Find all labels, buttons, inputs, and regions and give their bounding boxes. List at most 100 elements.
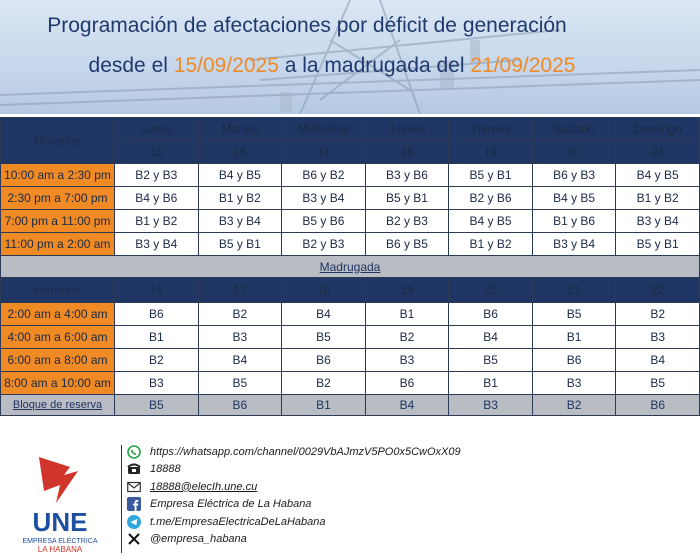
svg-text:UNE: UNE: [33, 507, 88, 537]
block-cell: B6: [448, 302, 533, 326]
day-number: 21: [615, 140, 700, 164]
madrugada-row: 2:00 am a 4:00 am B6 B2 B4 B1 B6 B5 B2: [0, 302, 700, 326]
block-cell: B1 y B6: [531, 209, 617, 233]
title-prefix: desde el: [88, 54, 168, 77]
block-cell: B5 y B6: [281, 209, 366, 233]
block-cell: B4: [281, 302, 366, 326]
block-cell: B1 y B2: [615, 186, 700, 210]
block-cell: B2: [114, 348, 199, 372]
contact-telegram[interactable]: t.me/EmpresaElectricaDeLaHabana: [126, 513, 461, 531]
day-number: 20: [531, 140, 617, 164]
schedule-row: 11:00 pm a 2:00 am B3 y B4 B5 y B1 B2 y …: [0, 232, 700, 256]
block-cell: B5: [448, 348, 533, 372]
power-tower-background: [0, 0, 700, 114]
block-cell: B6: [281, 348, 366, 372]
block-cell: B3: [197, 325, 283, 349]
block-cell: B5: [281, 325, 366, 349]
une-logo: UNE EMPRESA ELÉCTRICA LA HABANA: [22, 457, 98, 554]
block-cell: B3: [364, 348, 450, 372]
time-slot: 11:00 pm a 2:00 am: [0, 232, 115, 256]
block-cell: B2: [197, 302, 283, 326]
day-number: 18: [364, 140, 450, 164]
contact-mail[interactable]: 18888@elecIh.une.cu: [126, 478, 461, 496]
day-number: 16: [114, 277, 199, 303]
block-cell: B1 y B2: [197, 186, 283, 210]
time-slot: 6:00 am a 8:00 am: [0, 348, 115, 372]
header-banner: Programación de afectaciones por déficit…: [0, 0, 700, 114]
block-cell: B2: [281, 371, 366, 395]
contact-facebook[interactable]: Empresa Eléctrica de La Habana: [126, 496, 461, 514]
day-header: Jueves: [364, 117, 450, 141]
reserve-block: B2: [531, 394, 617, 416]
day-header: Miércoles: [281, 117, 366, 141]
contact-phone[interactable]: 18888: [126, 461, 461, 479]
block-cell: B4: [197, 348, 283, 372]
time-slot: 7:00 pm a 11:00 pm: [0, 209, 115, 233]
block-cell: B2: [364, 325, 450, 349]
block-cell: B4: [448, 325, 533, 349]
contact-list: https://whatsapp.com/channel/0029VbAJmzV…: [126, 443, 461, 548]
reserve-block: B1: [281, 394, 366, 416]
phone-icon: [126, 461, 142, 477]
horarios-header: Horarios: [0, 277, 115, 303]
x-icon: [126, 531, 142, 547]
title-middle: a la madrugada del: [284, 54, 465, 77]
schedule-row: 7:00 pm a 11:00 pm B1 y B2 B3 y B4 B5 y …: [0, 209, 700, 233]
day-number: 21: [531, 277, 617, 303]
footer-divider: [121, 445, 122, 553]
block-cell: B5: [531, 302, 617, 326]
day-number: 19: [364, 277, 450, 303]
day-header: Lunes: [114, 117, 199, 141]
block-cell: B4 y B5: [615, 163, 700, 187]
block-cell: B1 y B2: [114, 209, 199, 233]
footer: UNE EMPRESA ELÉCTRICA LA HABANA https://…: [0, 441, 700, 560]
contact-text: t.me/EmpresaElectricaDeLaHabana: [150, 515, 326, 528]
mail-icon: [126, 479, 142, 495]
contact-text: @empresa_habana: [150, 533, 247, 546]
block-cell: B6: [364, 371, 450, 395]
day-number: 16: [197, 140, 283, 164]
block-cell: B4 y B5: [448, 209, 533, 233]
date-from: 15/09/2025: [173, 54, 279, 77]
reserve-block: B6: [197, 394, 283, 416]
block-cell: B2: [615, 302, 700, 326]
block-cell: B5 y B1: [615, 232, 700, 256]
contact-x[interactable]: @empresa_habana: [126, 531, 461, 549]
block-cell: B1: [448, 371, 533, 395]
time-slot: 2:00 am a 4:00 am: [0, 302, 115, 326]
reserve-block: B5: [114, 394, 199, 416]
schedule-table: Horarios Lunes Martes Miércoles Jueves V…: [0, 117, 700, 416]
schedule-row: 2:30 pm a 7:00 pm B4 y B6 B1 y B2 B3 y B…: [0, 186, 700, 210]
block-cell: B4 y B5: [531, 186, 617, 210]
contact-text: https://whatsapp.com/channel/0029VbAJmzV…: [150, 445, 461, 458]
block-cell: B3: [114, 371, 199, 395]
day-header: Sábado: [531, 117, 617, 141]
reserve-block: B6: [615, 394, 700, 416]
svg-text:LA HABANA: LA HABANA: [38, 545, 83, 554]
block-cell: B2 y B3: [364, 209, 450, 233]
day-number: 20: [448, 277, 533, 303]
block-cell: B6: [531, 348, 617, 372]
day-number: 17: [281, 140, 366, 164]
block-cell: B1: [531, 325, 617, 349]
madrugada-row: 8:00 am a 10:00 am B3 B5 B2 B6 B1 B3 B5: [0, 371, 700, 395]
block-cell: B2 y B3: [114, 163, 199, 187]
madrugada-row: 6:00 am a 8:00 am B2 B4 B6 B3 B5 B6 B4: [0, 348, 700, 372]
contact-text: 18888: [150, 463, 181, 476]
block-cell: B6: [114, 302, 199, 326]
day-number: 18: [281, 277, 366, 303]
contact-text: 18888@elecIh.une.cu: [150, 480, 258, 493]
day-header: Martes: [197, 117, 283, 141]
day-number: 15: [114, 140, 199, 164]
day-header: Domingo: [615, 117, 700, 141]
day-number: 22: [615, 277, 700, 303]
block-cell: B3 y B4: [114, 232, 199, 256]
day-header: Viernes: [448, 117, 533, 141]
madrugada-separator: Madrugada: [0, 255, 700, 278]
contact-whatsapp[interactable]: https://whatsapp.com/channel/0029VbAJmzV…: [126, 443, 461, 461]
block-cell: B4: [615, 348, 700, 372]
block-cell: B1: [364, 302, 450, 326]
block-cell: B1 y B2: [448, 232, 533, 256]
time-slot: 2:30 pm a 7:00 pm: [0, 186, 115, 210]
block-cell: B6 y B2: [281, 163, 366, 187]
